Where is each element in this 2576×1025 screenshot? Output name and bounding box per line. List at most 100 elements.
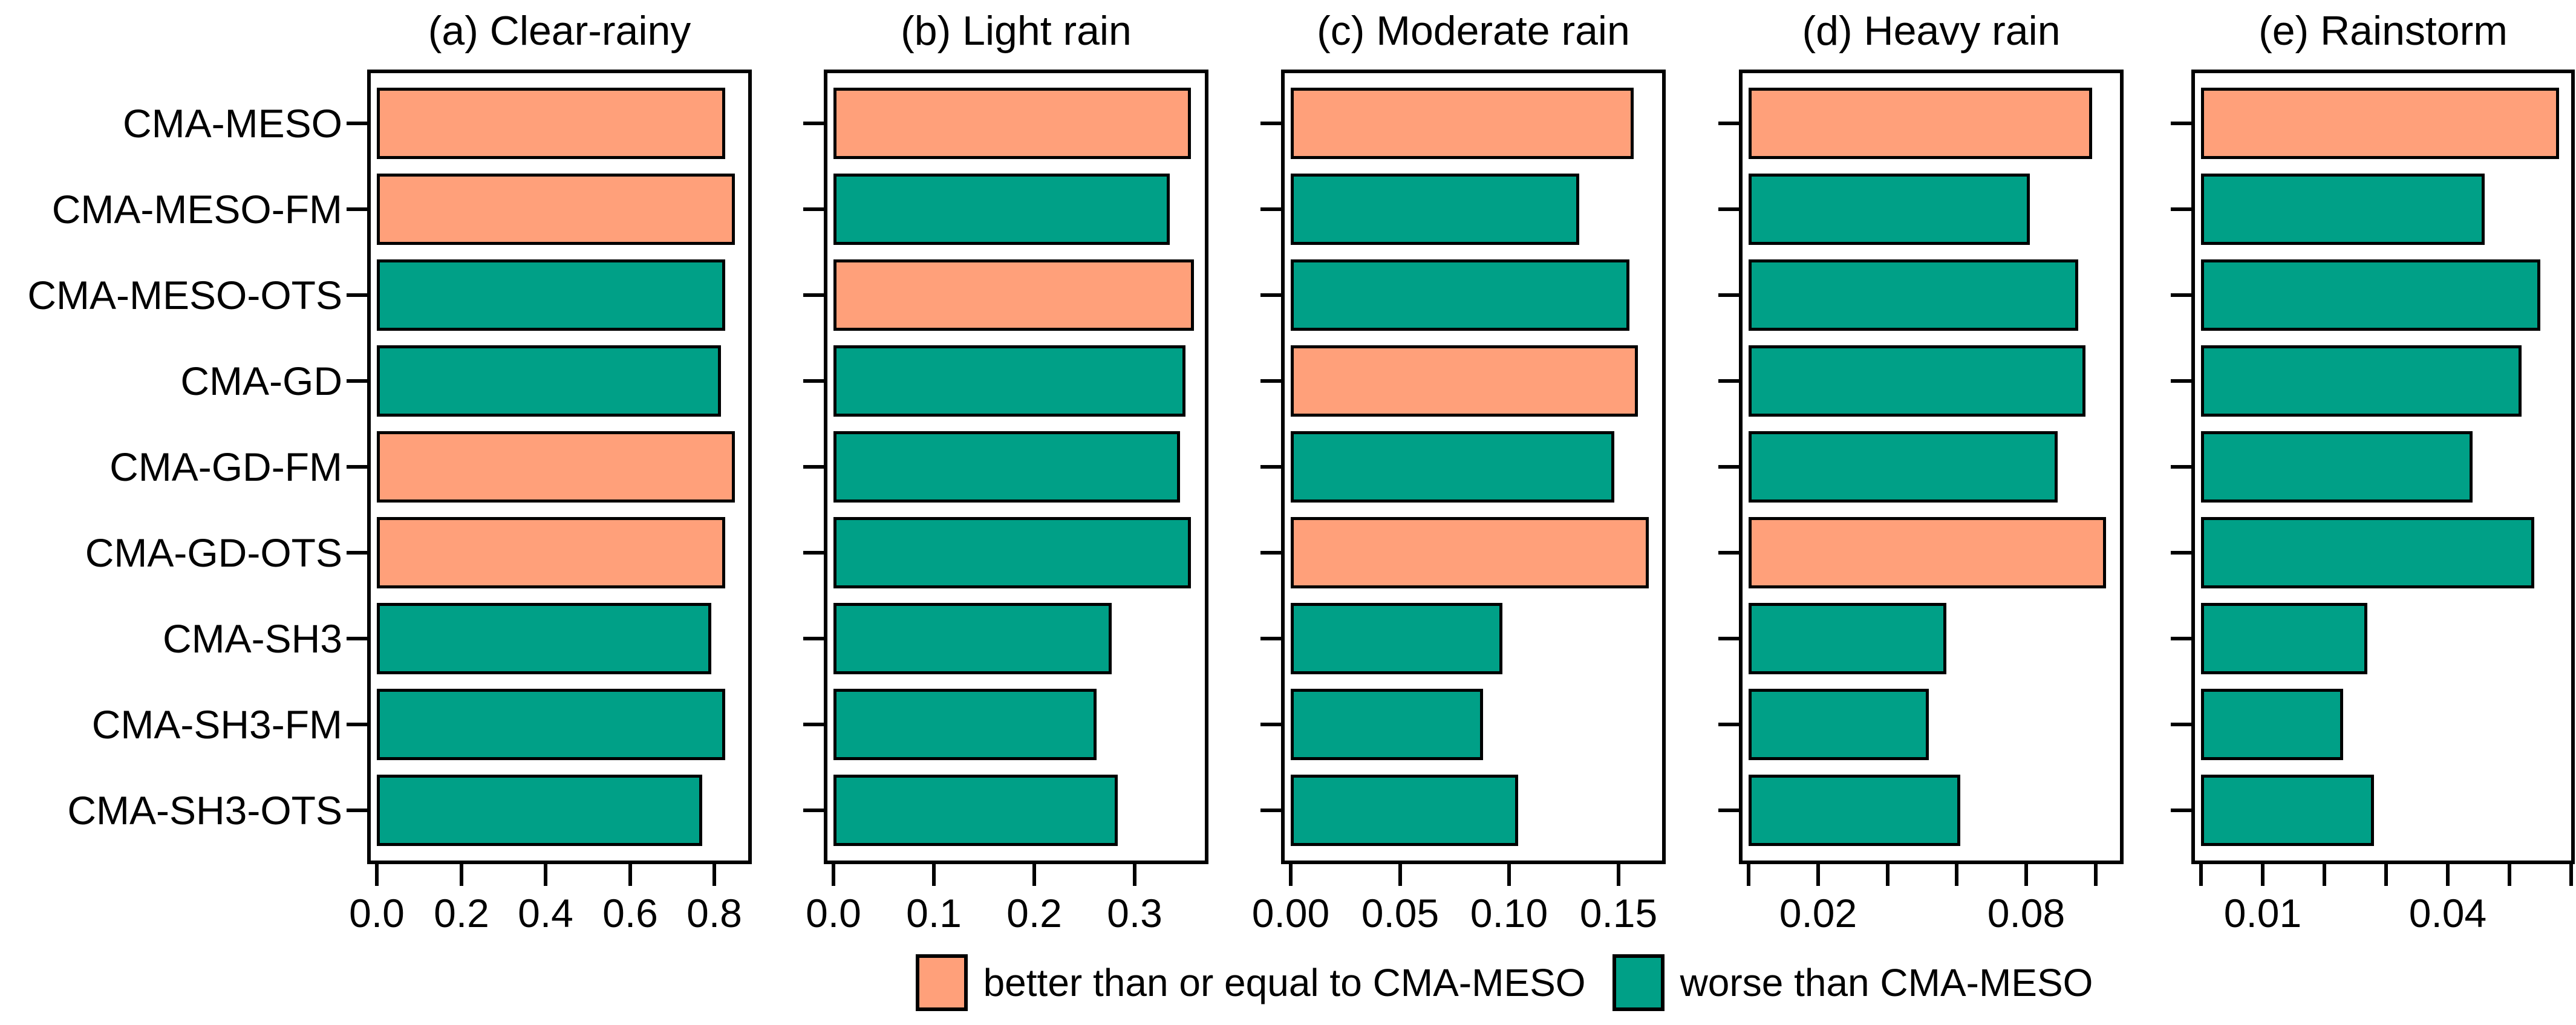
bar-row-d-cma-sh3-fm (1743, 689, 2120, 760)
bar-row-e-cma-gd (2195, 345, 2571, 417)
bar-row-e-cma-meso-ots (2195, 259, 2571, 331)
bar-row-e-cma-sh3-ots (2195, 775, 2571, 846)
bar-row-b-cma-sh3-ots (827, 775, 1205, 846)
x-tick-c (1289, 864, 1293, 886)
bar-a-cma-gd-ots-better (377, 517, 725, 588)
panel-b-plot-area (824, 70, 1208, 864)
bar-row-e-cma-sh3-fm (2195, 689, 2571, 760)
bar-b-cma-meso-fm-worse (833, 174, 1170, 245)
panel-e-bars (2195, 73, 2571, 861)
bar-row-d-cma-sh3 (1743, 603, 2120, 674)
bar-row-d-cma-gd-fm (1743, 431, 2120, 503)
x-tick-label-b: 0.0 (806, 891, 861, 936)
bar-b-cma-gd-fm-worse (833, 431, 1180, 503)
bar-row-d-cma-gd (1743, 345, 2120, 417)
bar-a-cma-meso-ots-worse (377, 259, 725, 331)
bar-row-b-cma-meso-ots (827, 259, 1205, 331)
bar-row-b-cma-gd (827, 345, 1205, 417)
bar-c-cma-meso-better (1291, 88, 1634, 159)
x-tick-b (932, 864, 936, 886)
bar-d-cma-sh3-ots-worse (1749, 775, 1960, 846)
panel-a-bars (371, 73, 748, 861)
bar-b-cma-sh3-fm-worse (833, 689, 1097, 760)
y-label-cma-meso-ots: CMA-MESO-OTS (27, 273, 342, 317)
bar-row-c-cma-gd (1285, 345, 1662, 417)
y-label-cma-sh3: CMA-SH3 (162, 616, 342, 661)
bar-d-cma-gd-ots-better (1749, 517, 2106, 588)
x-tick-a (460, 864, 463, 886)
bar-row-e-cma-meso (2195, 88, 2571, 159)
x-tick-e (2199, 864, 2203, 886)
bar-e-cma-meso-ots-worse (2201, 259, 2540, 331)
bar-row-a-cma-gd-ots (371, 517, 748, 588)
bar-c-cma-gd-fm-worse (1291, 431, 1614, 503)
bar-e-cma-sh3-fm-worse (2201, 689, 2343, 760)
x-tick-e (2446, 864, 2450, 886)
bar-row-a-cma-sh3-ots (371, 775, 748, 846)
bar-row-d-cma-meso-fm (1743, 174, 2120, 245)
x-tick-b (1032, 864, 1036, 886)
bar-d-cma-sh3-worse (1749, 603, 1946, 674)
panel-c-plot-area (1281, 70, 1666, 864)
bar-c-cma-gd-ots-better (1291, 517, 1649, 588)
bar-row-a-cma-gd-fm (371, 431, 748, 503)
bar-b-cma-sh3-ots-worse (833, 775, 1118, 846)
panel-d-bars (1743, 73, 2120, 861)
bar-row-d-cma-meso-ots (1743, 259, 2120, 331)
bar-row-a-cma-sh3-fm (371, 689, 748, 760)
bar-row-d-cma-meso (1743, 88, 2120, 159)
bar-row-b-cma-sh3 (827, 603, 1205, 674)
x-tick-label-c: 0.10 (1470, 891, 1548, 936)
bar-c-cma-sh3-worse (1291, 603, 1502, 674)
x-tick-e (2508, 864, 2511, 886)
x-tick-e (2384, 864, 2388, 886)
x-tick-d (2094, 864, 2098, 886)
legend-swatch-better (915, 954, 968, 1011)
panel-a-plot-area (367, 70, 752, 864)
bar-a-cma-meso-better (377, 88, 725, 159)
panel-title-e: (e) Rainstorm (2258, 8, 2508, 54)
bar-e-cma-gd-worse (2201, 345, 2522, 417)
bar-e-cma-sh3-ots-worse (2201, 775, 2374, 846)
y-label-cma-sh3-fm: CMA-SH3-FM (91, 702, 342, 747)
panel-c-bars (1285, 73, 1662, 861)
x-tick-c (1617, 864, 1620, 886)
bar-b-cma-meso-better (833, 88, 1191, 159)
bar-c-cma-sh3-fm-worse (1291, 689, 1483, 760)
bar-c-cma-meso-ots-worse (1291, 259, 1629, 331)
bar-row-a-cma-meso-ots (371, 259, 748, 331)
bar-row-b-cma-meso-fm (827, 174, 1205, 245)
panel-d-plot-area (1739, 70, 2124, 864)
legend-swatch-worse (1612, 954, 1665, 1011)
x-tick-label-b: 0.3 (1107, 891, 1162, 936)
legend-label-better: better than or equal to CMA-MESO (983, 961, 1586, 1004)
x-tick-a (544, 864, 547, 886)
x-tick-a (375, 864, 379, 886)
y-label-cma-sh3-ots: CMA-SH3-OTS (67, 788, 342, 833)
bar-e-cma-gd-ots-worse (2201, 517, 2534, 588)
x-tick-label-a: 0.0 (349, 891, 405, 936)
x-tick-label-a: 0.8 (686, 891, 742, 936)
x-tick-e (2261, 864, 2265, 886)
bar-row-c-cma-meso-fm (1285, 174, 1662, 245)
bar-b-cma-gd-ots-worse (833, 517, 1191, 588)
bar-row-c-cma-gd-ots (1285, 517, 1662, 588)
legend-item-worse: worse than CMA-MESO (1612, 954, 2093, 1011)
bar-row-e-cma-meso-fm (2195, 174, 2571, 245)
bar-row-d-cma-sh3-ots (1743, 775, 2120, 846)
x-tick-d (2024, 864, 2028, 886)
bar-a-cma-sh3-ots-worse (377, 775, 702, 846)
bar-row-e-cma-sh3 (2195, 603, 2571, 674)
bar-row-c-cma-meso-ots (1285, 259, 1662, 331)
x-tick-a (712, 864, 716, 886)
bar-a-cma-gd-fm-better (377, 431, 735, 503)
legend-item-better: better than or equal to CMA-MESO (915, 954, 1586, 1011)
panel-title-b: (b) Light rain (901, 8, 1132, 54)
x-tick-c (1507, 864, 1511, 886)
bar-b-cma-sh3-worse (833, 603, 1112, 674)
x-tick-e (2323, 864, 2326, 886)
bar-d-cma-sh3-fm-worse (1749, 689, 1929, 760)
bar-c-cma-gd-better (1291, 345, 1638, 417)
panel-title-a: (a) Clear-rainy (428, 8, 691, 54)
